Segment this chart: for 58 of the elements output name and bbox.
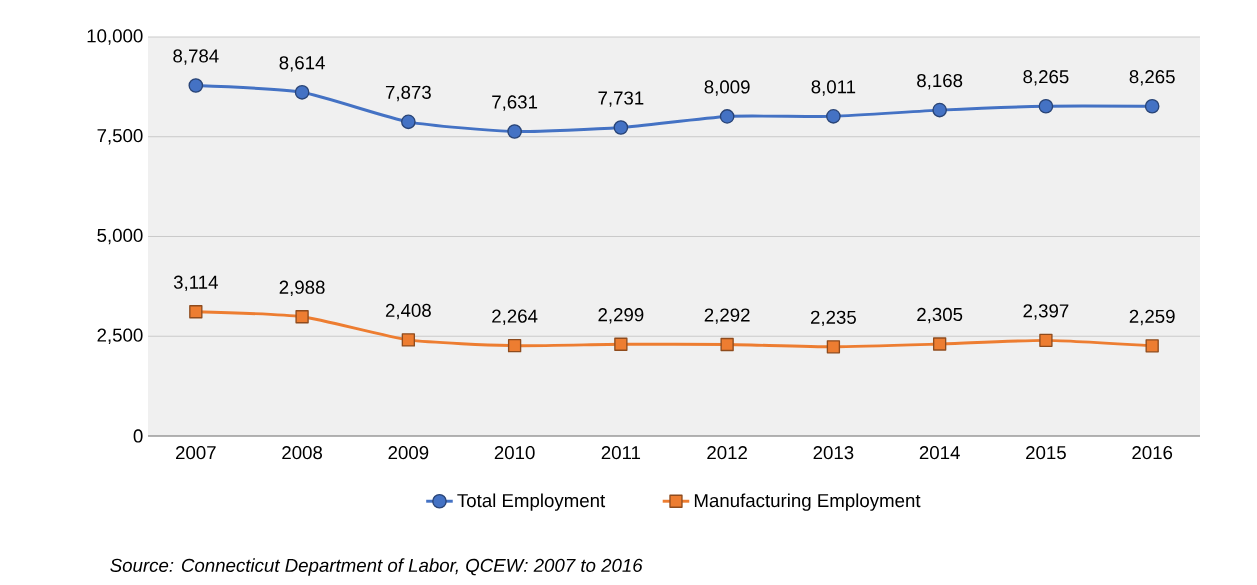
- data-label: 2,259: [1129, 309, 1175, 326]
- x-tick-label: 2015: [1026, 446, 1066, 460]
- point: [295, 310, 309, 324]
- y-tick-label: 2,500: [97, 328, 143, 344]
- point: [189, 305, 203, 319]
- point: [719, 109, 735, 124]
- x-tick-label: 2014: [919, 446, 960, 460]
- data-label: 8,265: [1129, 70, 1175, 86]
- data-label: 2,299: [598, 308, 644, 324]
- y-tick-label: 5,000: [97, 228, 143, 245]
- point: [826, 109, 841, 124]
- data-label: 8,168: [917, 73, 963, 90]
- x-tick-label: 2016: [1132, 446, 1173, 460]
- point: [507, 124, 522, 139]
- x-tick-label: 2011: [601, 446, 641, 460]
- x-tick-label: 2012: [707, 446, 747, 460]
- x-tick-label: 2009: [388, 446, 429, 460]
- point: [188, 78, 204, 93]
- point: [1145, 339, 1159, 353]
- data-label: 2,235: [810, 310, 856, 327]
- data-label: 8,011: [811, 80, 856, 96]
- x-tick-label: 2013: [813, 446, 854, 460]
- data-label: 2,988: [279, 280, 325, 297]
- point: [720, 337, 734, 352]
- data-label: 2,408: [385, 303, 431, 320]
- point: [826, 340, 841, 354]
- y-tick-label: 7,500: [97, 129, 143, 145]
- point: [1038, 98, 1054, 114]
- x-tick-label: 2007: [176, 446, 216, 460]
- point: [401, 114, 416, 130]
- data-label: 2,397: [1023, 304, 1069, 320]
- data-label: 3,114: [173, 275, 218, 292]
- data-label: 2,305: [917, 307, 963, 324]
- point: [1144, 98, 1160, 114]
- point: [507, 338, 522, 353]
- data-label: 2,264: [492, 309, 538, 325]
- point: [401, 333, 416, 347]
- point: [1039, 333, 1053, 348]
- data-label: 8,265: [1023, 70, 1069, 86]
- y-tick-label: 10,000: [87, 29, 143, 45]
- data-label: 7,631: [492, 95, 538, 111]
- data-label: 8,009: [704, 80, 750, 96]
- point: [932, 102, 947, 118]
- data-label: 8,614: [279, 56, 325, 72]
- x-tick-label: 2008: [282, 446, 323, 460]
- point: [294, 84, 310, 100]
- legend-label: Total Employment: [457, 493, 606, 511]
- point: [613, 120, 629, 135]
- x-tick-label: 2010: [494, 446, 535, 460]
- legend-label: Manufacturing Employment: [694, 493, 921, 511]
- point: [614, 337, 628, 351]
- point: [932, 337, 947, 351]
- data-label: 8,784: [173, 49, 219, 65]
- data-label: 7,731: [598, 91, 644, 107]
- data-label: 2,292: [704, 308, 750, 324]
- data-label: 7,873: [385, 85, 431, 102]
- y-tick-label: 0: [133, 429, 143, 443]
- source-note: Source: Connecticut Department of Labor, QCEW: 2007 to 2016: [110, 558, 643, 576]
